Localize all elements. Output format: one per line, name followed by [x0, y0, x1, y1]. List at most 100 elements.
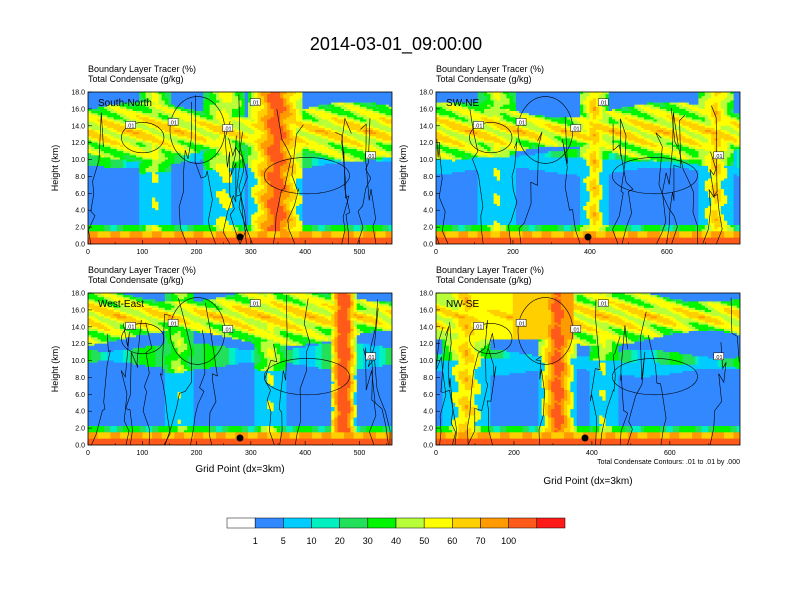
heat-cell	[235, 157, 239, 160]
heat-cell	[244, 142, 249, 146]
heat-cell	[289, 119, 294, 122]
heat-cell	[193, 197, 198, 201]
heat-cell	[193, 180, 198, 184]
heat-cell	[235, 96, 239, 99]
heat-cell	[308, 180, 313, 184]
heat-cell	[356, 161, 361, 165]
heat-cell	[94, 144, 98, 148]
heat-cell	[152, 132, 156, 135]
heat-cell	[292, 153, 297, 156]
heat-cell	[116, 182, 121, 186]
heat-cell	[302, 155, 306, 158]
heat-cell	[273, 92, 278, 95]
heat-cell	[209, 125, 214, 129]
heat-cell	[382, 191, 386, 194]
heat-cell	[334, 195, 338, 198]
heat-cell	[209, 140, 214, 144]
heat-cell	[190, 165, 194, 169]
heat-cell	[216, 117, 220, 120]
heat-cell	[350, 125, 354, 129]
heat-cell	[257, 199, 262, 203]
heat-cell	[113, 127, 118, 131]
heat-cell	[257, 127, 262, 131]
heat-cell	[360, 165, 364, 169]
heat-cell	[168, 191, 172, 194]
heat-cell	[340, 104, 345, 108]
heat-cell	[88, 119, 92, 122]
heat-cell	[289, 138, 294, 141]
heat-cell	[363, 157, 367, 160]
heat-cell	[289, 100, 294, 103]
heat-cell	[100, 125, 105, 129]
heat-cell	[382, 108, 386, 112]
heat-cell	[251, 174, 255, 177]
heat-cell	[366, 193, 370, 196]
heat-cell	[177, 113, 182, 116]
heat-cell	[187, 142, 191, 146]
heat-cell	[270, 193, 274, 196]
heat-cell	[273, 172, 278, 175]
heat-cell	[353, 100, 358, 103]
heat-cell	[350, 96, 354, 99]
heat-cell	[171, 140, 175, 144]
heat-cell	[363, 199, 367, 203]
heat-cell	[305, 115, 310, 118]
heat-cell	[289, 127, 294, 131]
heat-cell	[177, 168, 182, 171]
heat-cell	[209, 106, 214, 110]
heat-cell	[360, 195, 364, 198]
heat-cell	[136, 178, 140, 182]
heat-cell	[139, 144, 143, 148]
heat-cell	[270, 197, 274, 201]
heat-cell	[347, 174, 351, 177]
heat-cell	[254, 182, 258, 186]
heat-cell	[280, 100, 284, 103]
heat-cell	[376, 199, 380, 203]
heat-cell	[148, 134, 153, 137]
heat-cell	[200, 119, 204, 122]
heat-cell	[132, 155, 137, 158]
heat-cell	[372, 127, 377, 131]
heat-cell	[379, 149, 383, 152]
heat-cell	[376, 165, 380, 169]
heat-cell	[187, 197, 191, 201]
heat-cell	[315, 96, 319, 99]
heat-cell	[216, 168, 220, 171]
heat-cell	[254, 106, 258, 110]
heat-cell	[168, 146, 172, 150]
heat-cell	[116, 168, 121, 171]
heat-cell	[350, 161, 354, 165]
heat-cell	[193, 174, 198, 177]
heat-cell	[232, 155, 236, 158]
heat-cell	[388, 123, 392, 127]
heat-cell	[267, 132, 271, 135]
heat-cell	[283, 174, 287, 177]
heat-cell	[328, 189, 332, 192]
heat-cell	[350, 180, 354, 184]
heat-cell	[222, 178, 226, 182]
heat-cell	[312, 113, 316, 116]
heat-cell	[104, 125, 108, 129]
heat-cell	[190, 121, 194, 125]
heat-cell	[132, 176, 137, 179]
heat-cell	[91, 144, 95, 148]
heat-cell	[158, 178, 162, 182]
heat-cell	[200, 174, 204, 177]
heat-cell	[200, 100, 204, 103]
heat-cell	[254, 195, 258, 198]
heat-cell	[305, 92, 310, 95]
heat-cell	[216, 161, 220, 165]
heat-cell	[280, 165, 284, 169]
heat-cell	[299, 165, 303, 169]
heat-cell	[353, 96, 358, 99]
heat-cell	[126, 119, 130, 122]
heat-cell	[286, 189, 290, 192]
heat-cell	[94, 92, 98, 95]
heat-cell	[244, 182, 249, 186]
heat-cell	[136, 98, 140, 101]
heat-cell	[180, 182, 185, 186]
heat-cell	[388, 189, 392, 192]
heat-cell	[315, 111, 319, 114]
heat-cell	[196, 127, 201, 131]
heat-cell	[267, 159, 271, 163]
